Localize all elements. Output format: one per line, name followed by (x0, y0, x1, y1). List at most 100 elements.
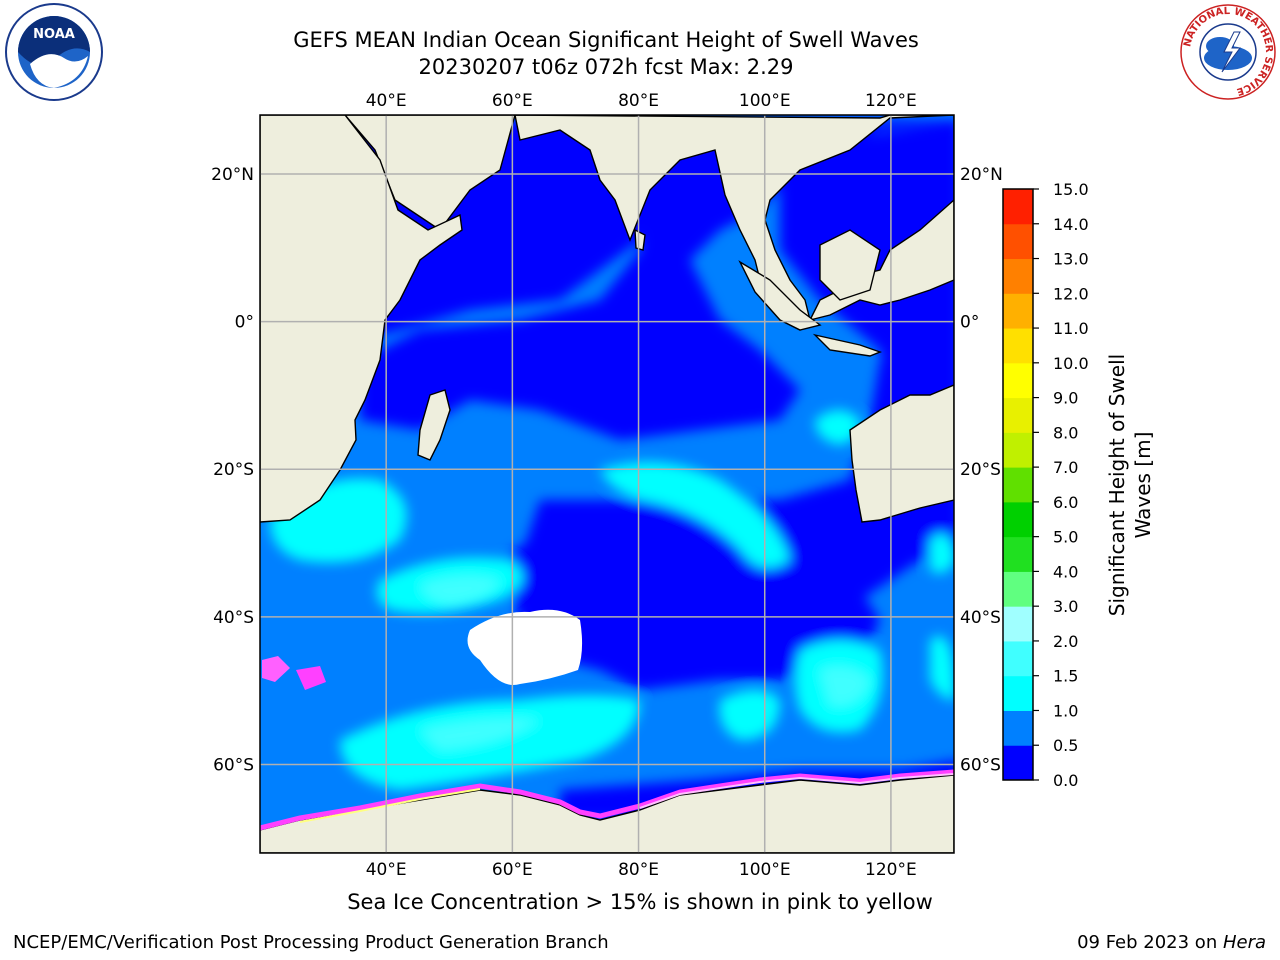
colorbar-tick-label: 11.0 (1053, 319, 1089, 338)
colorbar-tick-label: 4.0 (1053, 562, 1078, 581)
colorbar-swatch (1003, 432, 1033, 468)
colorbar-swatch (1003, 710, 1033, 746)
sea-ice-patch (262, 656, 290, 682)
footer-host: Hera (1222, 932, 1266, 953)
colorbar-tick-label: 0.0 (1053, 771, 1078, 790)
lon-label-bottom: 120°E (865, 860, 917, 880)
colorbar-tick-label: 9.0 (1053, 389, 1078, 408)
lat-label-right: 20°S (960, 460, 1001, 480)
low-swell-zone-south (520, 500, 880, 690)
sea-ice-edge-light (639, 773, 954, 809)
colorbar-swatch (1003, 258, 1033, 294)
footer-date-text: 09 Feb 2023 on (1077, 932, 1223, 953)
swell-band-east-edge-south (930, 636, 954, 700)
land-india-asia (514, 115, 954, 331)
map-grid (260, 115, 954, 853)
lon-label-bottom: 100°E (739, 860, 791, 880)
colorbar-label: Significant Height of Swell (1105, 354, 1129, 616)
map-field (260, 115, 954, 853)
colorbar-tick-label: 15.0 (1053, 180, 1089, 199)
colorbar-tick-label: 8.0 (1053, 423, 1078, 442)
colorbar-swatch (1003, 467, 1033, 503)
swell-band-east-edge (930, 533, 954, 574)
noaa-logo-label: NOAA (33, 27, 75, 42)
chart-title: GEFS MEAN Indian Ocean Significant Heigh… (293, 28, 919, 52)
colorbar-swatch (1003, 189, 1033, 225)
colorbar-swatch (1003, 293, 1033, 329)
footer-credit: NCEP/EMC/Verification Post Processing Pr… (13, 932, 609, 953)
colorbar-tick-label: 0.5 (1053, 736, 1078, 755)
no-data-area (467, 609, 583, 685)
lat-labels-right: 20°N 0° 20°S 40°S 60°S (960, 165, 1003, 775)
colorbar-swatch (1003, 571, 1033, 607)
colorbar-swatch (1003, 640, 1033, 677)
footer-date: 09 Feb 2023 on Hera (1077, 932, 1266, 953)
lat-label-left: 20°S (213, 460, 254, 480)
lon-label-bottom: 60°E (492, 860, 533, 880)
colorbar-frame (1002, 188, 1034, 781)
low-swell-zone (360, 120, 954, 680)
colorbar-tick-label: 10.0 (1053, 354, 1089, 373)
swell-peak-southeast (820, 666, 870, 706)
lon-labels-top: 40°E 60°E 80°E 100°E 120°E (366, 91, 917, 111)
land-borneo (819, 229, 881, 301)
land-sri-lanka (634, 228, 646, 251)
sea-ice-edge (260, 769, 954, 831)
colorbar-swatch (1003, 223, 1033, 260)
sea-ice-patch-2 (296, 666, 326, 690)
land-australia (849, 384, 954, 523)
swell-peak-west (420, 576, 500, 605)
lon-label-top: 80°E (618, 91, 659, 111)
colorbar-tick-label: 2.0 (1053, 632, 1078, 651)
sea-ice-note: Sea Ice Concentration > 15% is shown in … (347, 890, 933, 914)
lat-label-right: 40°S (960, 608, 1001, 628)
colorbar-swatch (1003, 397, 1033, 433)
lat-label-right: 0° (960, 313, 979, 333)
colorbar (1002, 188, 1034, 781)
colorbar-tick-label: 13.0 (1053, 250, 1089, 269)
lat-labels-left: 20°N 0° 20°S 40°S 60°S (211, 165, 254, 775)
nws-logo-icon: NATIONAL WEATHER SERVICE (1180, 4, 1276, 100)
lon-labels-bottom: 40°E 60°E 80°E 100°E 120°E (366, 860, 917, 880)
colorbar-swatch (1003, 745, 1033, 781)
colorbar-swatch (1003, 606, 1033, 642)
colorbar-tick-label: 12.0 (1053, 284, 1089, 303)
colorbar-tick-label: 1.0 (1053, 701, 1078, 720)
colorbar-tick-label: 7.0 (1053, 458, 1078, 477)
land-masses (260, 115, 954, 853)
colorbar-swatch (1003, 536, 1033, 572)
chart-subtitle: 20230207 t06z 072h fcst Max: 2.29 (418, 55, 794, 79)
swell-band-australia-west (815, 410, 860, 445)
colorbar-tick-label: 5.0 (1053, 528, 1078, 547)
colorbar-swatch (1003, 501, 1033, 538)
colorbar-swatch (1003, 675, 1033, 711)
map-frame (259, 114, 955, 854)
sea-ice-edge-yellow (299, 788, 481, 823)
land-java (812, 333, 882, 357)
swell-band-southwest (340, 695, 640, 790)
lat-label-left: 20°N (211, 165, 254, 185)
colorbar-tick-label: 3.0 (1053, 597, 1078, 616)
land-madagascar (417, 389, 451, 461)
colorbar-ticks: 0.0 0.5 1.0 1.5 2.0 3.0 4.0 5.0 6.0 7.0 8.0 9.0 10.0… (1033, 180, 1089, 790)
lat-label-left: 60°S (213, 755, 254, 775)
colorbar-tick-label: 14.0 (1053, 215, 1089, 234)
land-sumatra (738, 260, 822, 331)
lon-label-top: 40°E (366, 91, 407, 111)
noaa-logo-icon: NOAA (5, 3, 103, 101)
land-africa (260, 115, 463, 523)
lat-label-right: 20°N (960, 165, 1003, 185)
lat-label-right: 60°S (960, 755, 1001, 775)
swell-peak-southwest (420, 718, 540, 750)
lon-label-bottom: 80°E (618, 860, 659, 880)
swell-band-central (600, 462, 790, 568)
colorbar-swatch (1003, 362, 1033, 399)
lon-label-top: 60°E (492, 91, 533, 111)
colorbar-tick-label: 1.5 (1053, 667, 1078, 686)
lon-label-top: 120°E (865, 91, 917, 111)
lat-label-left: 40°S (213, 608, 254, 628)
colorbar-swatch (1003, 328, 1033, 364)
colorbar-tick-label: 6.0 (1053, 493, 1078, 512)
lat-label-left: 0° (235, 313, 254, 333)
